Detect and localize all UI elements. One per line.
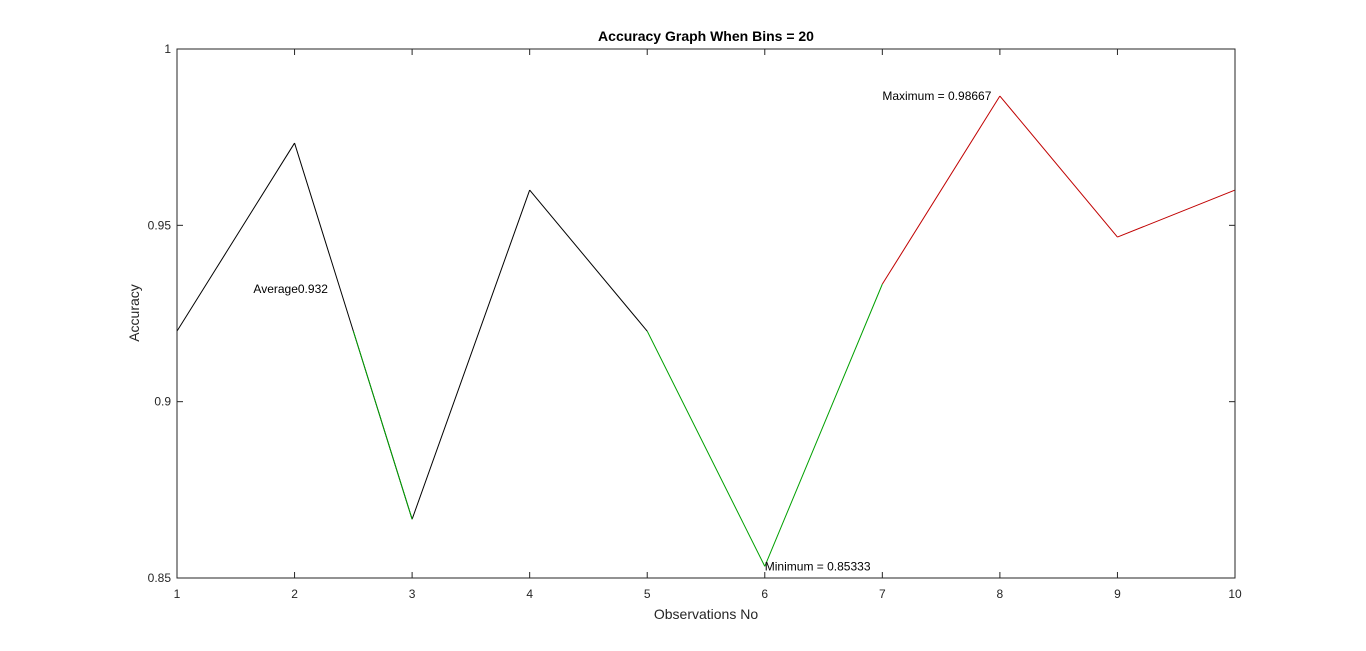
x-ticks: 1 2 3 4 5 6 7 8 9 10 (174, 49, 1242, 601)
x-tick-label: 7 (879, 587, 886, 601)
x-tick-label: 3 (409, 587, 416, 601)
x-axis-label: Observations No (654, 606, 758, 622)
plot-background (177, 49, 1235, 578)
series-segment-4 (529, 189, 648, 332)
annotations: Average0.932 Maximum = 0.98667 Minimum = 0… (253, 89, 991, 573)
x-tick-label: 1 (174, 587, 181, 601)
y-ticks: 0.85 0.9 0.95 1 (148, 42, 1235, 585)
series-segment-7 (881, 95, 1001, 285)
y-tick-label: 0.85 (148, 571, 172, 585)
annotation-average: Average0.932 (253, 282, 328, 296)
series-segment-8 (999, 95, 1118, 238)
series-segment-accent (352, 330, 413, 520)
x-tick-label: 4 (526, 587, 533, 601)
x-tick-label: 9 (1114, 587, 1121, 601)
annotation-minimum: Minimum = 0.85333 (765, 559, 871, 573)
series-layer (176, 95, 1236, 567)
annotation-maximum: Maximum = 0.98667 (882, 89, 991, 103)
chart-title: Accuracy Graph When Bins = 20 (598, 28, 814, 44)
x-tick-label: 6 (761, 587, 768, 601)
x-tick-label: 2 (291, 587, 298, 601)
series-segment-9 (1117, 189, 1236, 238)
axes-box (176, 48, 1236, 579)
series-segment-5 (646, 330, 766, 567)
series-segment-3 (411, 189, 531, 520)
series-segment-6 (764, 283, 883, 567)
y-axis-label: Accuracy (126, 284, 142, 342)
y-tick-label: 0.95 (148, 218, 172, 232)
y-tick-label: 0.9 (154, 395, 171, 409)
y-tick-label: 1 (164, 42, 171, 56)
series-segment-1 (176, 142, 295, 332)
x-tick-label: 8 (997, 587, 1004, 601)
x-tick-label: 10 (1228, 587, 1242, 601)
x-tick-label: 5 (644, 587, 651, 601)
